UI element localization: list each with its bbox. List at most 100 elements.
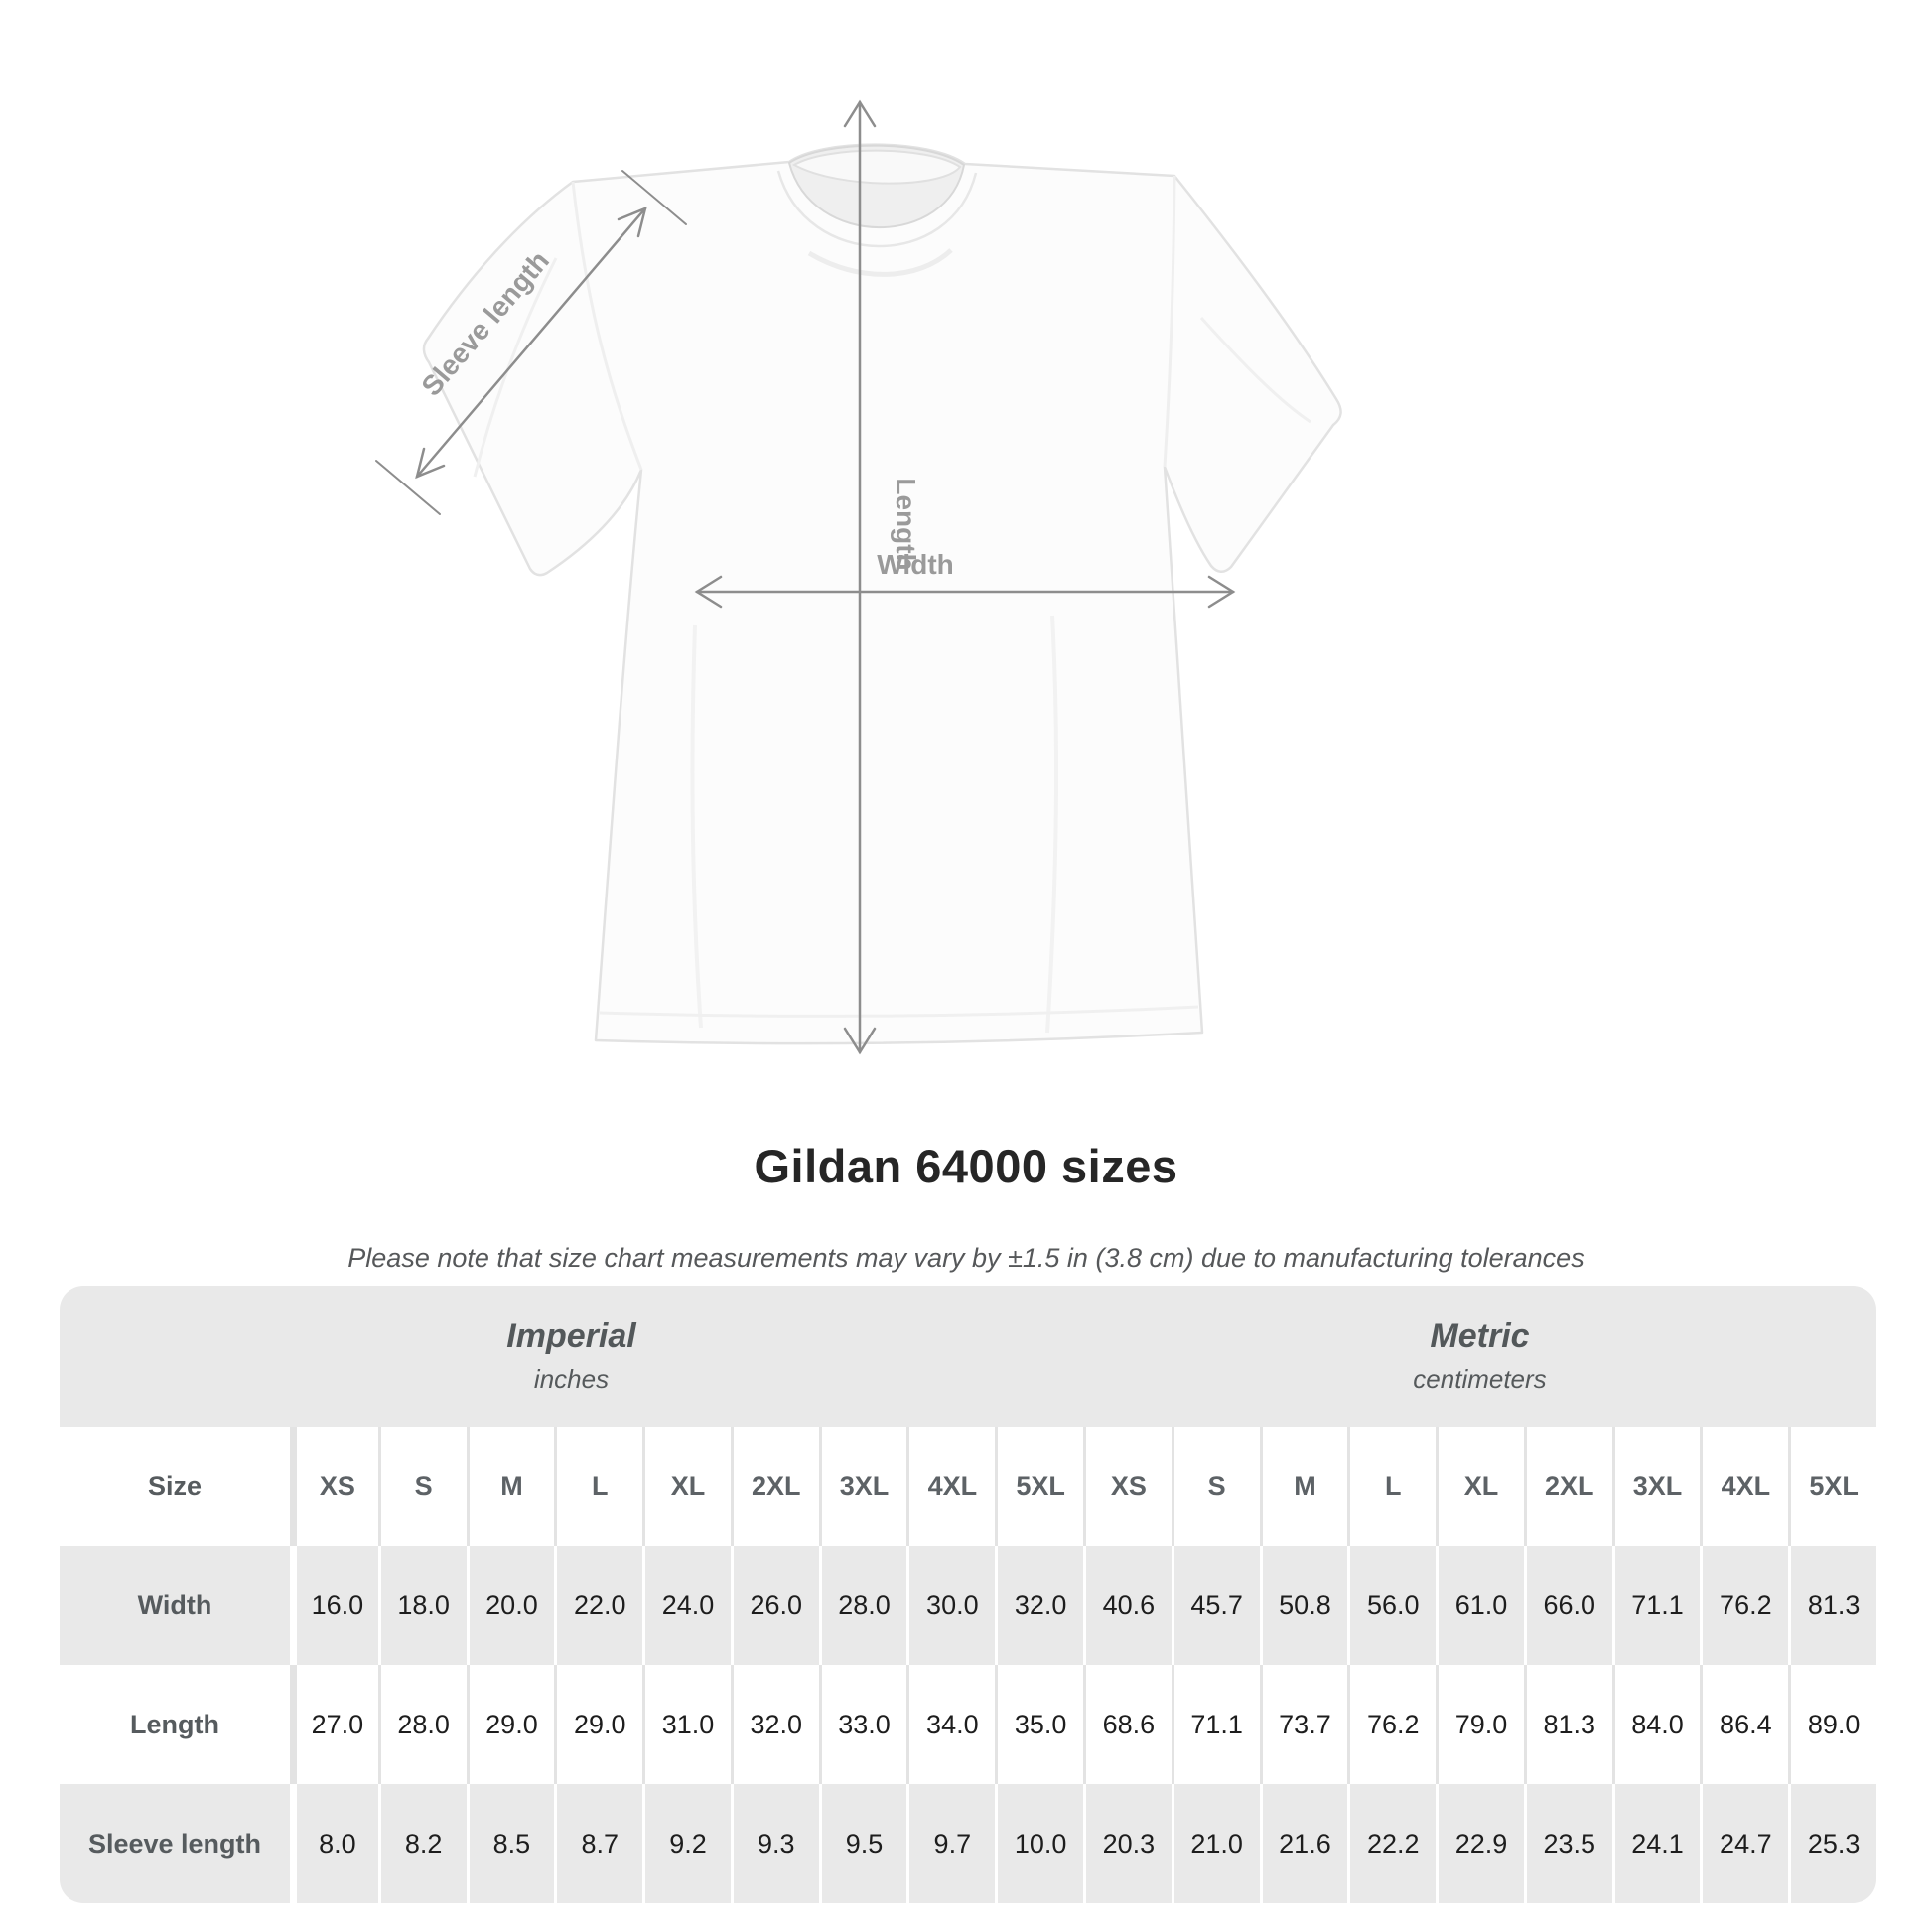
measurement-value-imperial: 8.0 xyxy=(290,1784,378,1903)
measurement-value-imperial: 9.3 xyxy=(730,1784,819,1903)
tshirt-crease-right xyxy=(1045,615,1059,1034)
measurement-value-metric: 23.5 xyxy=(1523,1784,1612,1903)
measurement-value-metric: 81.3 xyxy=(1523,1665,1612,1784)
size-col-header-metric: 3XL xyxy=(1611,1427,1701,1546)
tshirt-measurement-diagram: Sleeve length Length Width xyxy=(375,99,1342,1055)
measurement-value-imperial: 33.0 xyxy=(818,1665,907,1784)
size-col-header-imperial: S xyxy=(377,1427,467,1546)
measurement-value-imperial: 10.0 xyxy=(995,1784,1083,1903)
measurement-value-imperial: 24.0 xyxy=(642,1546,731,1665)
width-dimension xyxy=(694,575,1236,609)
measurement-value-metric: 66.0 xyxy=(1523,1546,1612,1665)
size-col-header-imperial: XS xyxy=(290,1427,378,1546)
size-col-header-imperial: L xyxy=(554,1427,642,1546)
tshirt-right-sleeve-fold xyxy=(1199,316,1311,424)
size-col-header-metric: 5XL xyxy=(1788,1427,1876,1546)
tshirt-under-collar-shadow xyxy=(807,248,953,277)
size-column-header: Size xyxy=(147,1470,203,1501)
measurement-value-metric: 89.0 xyxy=(1788,1665,1876,1784)
measurement-value-metric: 45.7 xyxy=(1171,1546,1260,1665)
measurement-value-metric: 84.0 xyxy=(1611,1665,1701,1784)
size-col-header-metric: S xyxy=(1171,1427,1260,1546)
measurement-row-label: Width xyxy=(137,1589,212,1620)
unit-header-band: Imperial inches Metric centimeters xyxy=(60,1286,1876,1427)
measurement-value-metric: 61.0 xyxy=(1436,1546,1524,1665)
measurement-row-label: Length xyxy=(130,1709,219,1739)
sleeve-length-arrowhead-bottom xyxy=(415,447,446,480)
metric-unit-label: centimeters xyxy=(1413,1364,1547,1394)
measurement-value-metric: 24.1 xyxy=(1611,1784,1701,1903)
imperial-unit-label: inches xyxy=(533,1364,610,1394)
measurement-value-metric: 22.2 xyxy=(1347,1784,1436,1903)
tshirt-collar-seam xyxy=(776,170,978,248)
measurement-value-imperial: 20.0 xyxy=(466,1546,555,1665)
width-arrowhead-right xyxy=(1207,575,1236,609)
size-col-header-imperial: 3XL xyxy=(818,1427,907,1546)
measurement-value-imperial: 27.0 xyxy=(290,1665,378,1784)
width-arrowhead-left xyxy=(694,575,723,609)
measurement-value-imperial: 31.0 xyxy=(642,1665,731,1784)
measurement-value-imperial: 8.5 xyxy=(466,1784,555,1903)
measurement-value-imperial: 8.7 xyxy=(554,1784,642,1903)
measurement-value-metric: 22.9 xyxy=(1436,1784,1524,1903)
measurement-value-metric: 25.3 xyxy=(1788,1784,1876,1903)
sleeve-length-dimension xyxy=(375,170,687,515)
measurement-value-imperial: 22.0 xyxy=(554,1546,642,1665)
measurement-value-imperial: 30.0 xyxy=(906,1546,995,1665)
metric-label: Metric xyxy=(1430,1317,1530,1355)
size-col-header-metric: 2XL xyxy=(1523,1427,1612,1546)
measurement-value-metric: 71.1 xyxy=(1611,1546,1701,1665)
size-col-header-imperial: 4XL xyxy=(906,1427,995,1546)
measurement-value-metric: 24.7 xyxy=(1700,1784,1788,1903)
width-label: Width xyxy=(877,549,954,580)
measurement-value-metric: 76.2 xyxy=(1700,1546,1788,1665)
size-col-header-metric: L xyxy=(1347,1427,1436,1546)
measurement-value-metric: 81.3 xyxy=(1788,1546,1876,1665)
measurement-value-imperial: 29.0 xyxy=(466,1665,555,1784)
size-col-header-metric: 4XL xyxy=(1700,1427,1788,1546)
measurement-value-metric: 56.0 xyxy=(1347,1546,1436,1665)
length-arrowhead-bottom xyxy=(843,1027,877,1055)
tolerance-note: Please note that size chart measurements… xyxy=(347,1243,1585,1273)
measurement-value-imperial: 9.5 xyxy=(818,1784,907,1903)
tshirt-graphic xyxy=(422,143,1342,1045)
measurement-value-metric: 76.2 xyxy=(1347,1665,1436,1784)
measurement-value-imperial: 32.0 xyxy=(995,1546,1083,1665)
measurement-value-metric: 50.8 xyxy=(1259,1546,1348,1665)
measurement-value-imperial: 9.2 xyxy=(642,1784,731,1903)
measurement-value-metric: 79.0 xyxy=(1436,1665,1524,1784)
tshirt-hem-stitch xyxy=(599,1005,1199,1018)
tshirt-collar-band xyxy=(791,149,962,185)
measurement-value-imperial: 16.0 xyxy=(290,1546,378,1665)
size-header-row: Size XS S M L XL 2XL 3XL 4XL 5XL XS S M L XL 2XL 3XL 4XL… xyxy=(60,1427,1876,1546)
measurement-row-label: Sleeve length xyxy=(87,1828,262,1859)
size-col-header-imperial: M xyxy=(466,1427,555,1546)
length-arrowhead-top xyxy=(843,99,877,128)
tshirt-left-sleeve-fold xyxy=(473,257,558,478)
size-col-header-imperial: XL xyxy=(642,1427,731,1546)
page-title: Gildan 64000 sizes xyxy=(754,1140,1178,1192)
measurement-value-metric: 71.1 xyxy=(1171,1665,1260,1784)
sleeve-length-arrowhead-top xyxy=(617,206,647,238)
measurement-value-imperial: 34.0 xyxy=(906,1665,995,1784)
tshirt-right-sleeve-seam xyxy=(1163,175,1176,468)
measurement-value-imperial: 18.0 xyxy=(377,1546,467,1665)
sleeve-length-end-tick-top xyxy=(621,170,687,225)
measurement-value-imperial: 28.0 xyxy=(818,1546,907,1665)
tshirt-left-sleeve-seam xyxy=(571,181,643,471)
size-col-header-metric: M xyxy=(1259,1427,1348,1546)
size-table: Imperial inches Metric centimeters Size … xyxy=(60,1286,1876,1903)
measurement-value-imperial: 8.2 xyxy=(377,1784,467,1903)
measurement-value-imperial: 32.0 xyxy=(730,1665,819,1784)
size-col-header-imperial: 5XL xyxy=(995,1427,1083,1546)
measurement-value-metric: 21.6 xyxy=(1259,1784,1348,1903)
measurement-row-width: Width 16.0 18.0 20.0 22.0 24.0 26.0 28.0 30.0 32.… xyxy=(60,1546,1876,1665)
length-label: Length xyxy=(891,478,921,570)
measurement-value-metric: 20.3 xyxy=(1083,1784,1172,1903)
size-col-header-imperial: 2XL xyxy=(730,1427,819,1546)
size-col-header-metric: XL xyxy=(1436,1427,1524,1546)
measurement-value-imperial: 26.0 xyxy=(730,1546,819,1665)
measurement-value-metric: 86.4 xyxy=(1700,1665,1788,1784)
measurement-value-imperial: 28.0 xyxy=(377,1665,467,1784)
